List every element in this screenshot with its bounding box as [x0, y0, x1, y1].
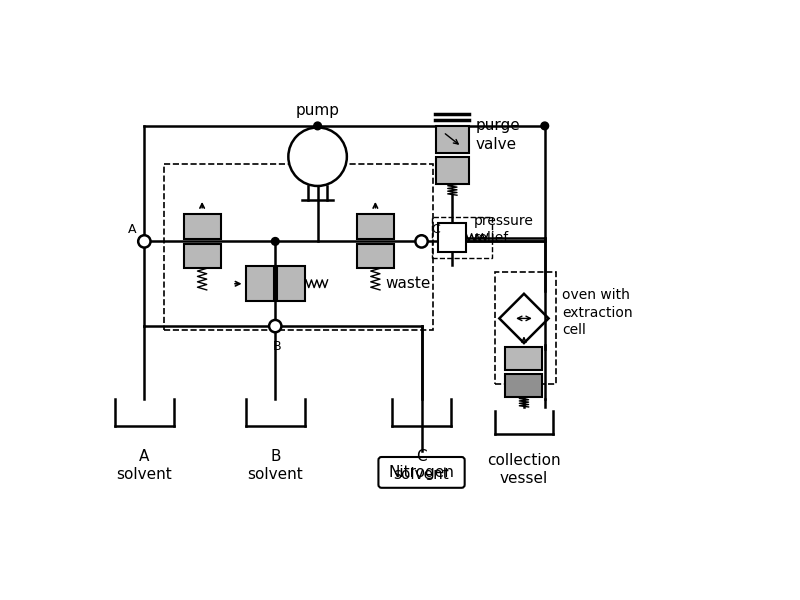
Circle shape	[138, 235, 150, 248]
Bar	[432, 217, 492, 259]
Text: C: C	[430, 223, 439, 236]
Bar	[277, 266, 305, 301]
FancyBboxPatch shape	[378, 457, 465, 488]
Circle shape	[314, 122, 322, 130]
Bar	[438, 223, 466, 252]
Text: purge
valve: purge valve	[475, 118, 520, 152]
Bar	[436, 126, 469, 153]
Bar	[246, 266, 274, 301]
Bar	[506, 347, 542, 370]
Bar	[506, 374, 542, 397]
Circle shape	[269, 320, 282, 332]
Text: oven with
extraction
cell: oven with extraction cell	[562, 289, 633, 337]
Text: Nitrogen: Nitrogen	[389, 465, 454, 480]
Circle shape	[541, 122, 549, 130]
Bar	[163, 164, 433, 330]
Circle shape	[271, 238, 279, 245]
Text: C
solvent: C solvent	[394, 449, 450, 482]
Text: B: B	[273, 340, 281, 353]
Text: collection
vessel: collection vessel	[487, 453, 561, 485]
Text: B
solvent: B solvent	[247, 449, 303, 482]
Bar	[357, 244, 394, 268]
Bar	[357, 214, 394, 239]
Text: waste: waste	[386, 276, 430, 291]
Bar	[184, 244, 221, 268]
Circle shape	[288, 127, 347, 186]
Bar	[436, 157, 469, 184]
Text: pump: pump	[296, 103, 340, 118]
Text: A: A	[128, 223, 137, 236]
Circle shape	[415, 235, 428, 248]
Text: A
solvent: A solvent	[117, 449, 172, 482]
Text: pressure
relief: pressure relief	[474, 214, 534, 245]
Bar	[184, 214, 221, 239]
Bar	[494, 272, 556, 384]
